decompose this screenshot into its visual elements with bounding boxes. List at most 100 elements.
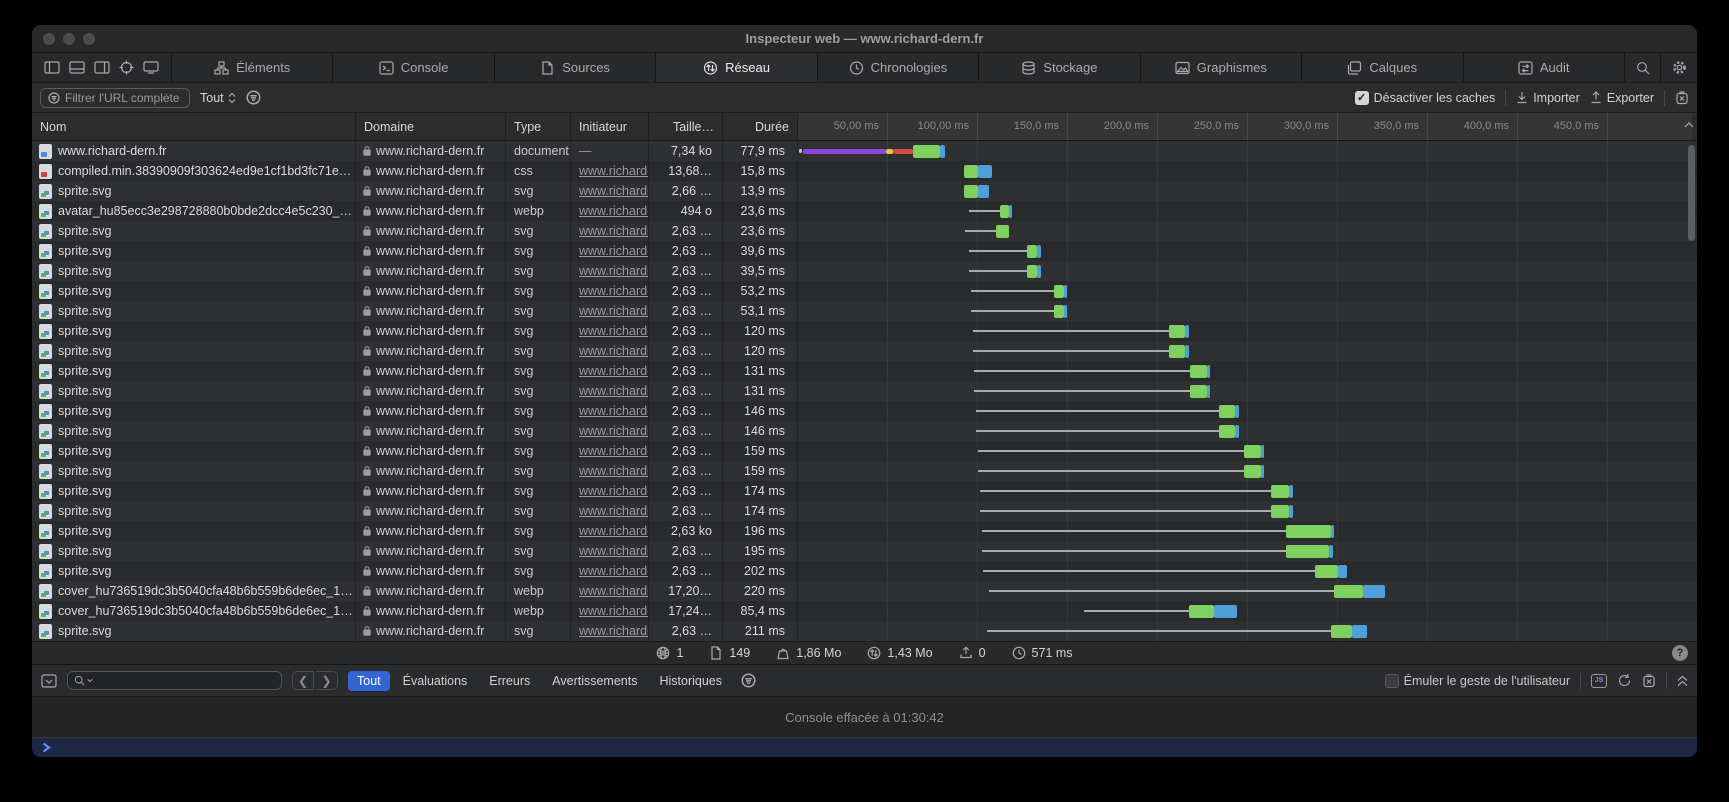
console-search-input[interactable] — [67, 671, 282, 690]
console-dock-icon[interactable] — [41, 673, 57, 688]
minimize-window-button[interactable] — [63, 33, 75, 45]
network-request-row[interactable]: sprite.svg www.richard-dern.fr svg www.r… — [32, 541, 1697, 561]
request-initiator[interactable]: www.richard-d… — [579, 564, 648, 578]
network-request-row[interactable]: cover_hu736519dc3b5040cfa48b6b559b6de6ec… — [32, 601, 1697, 621]
column-header-initiator[interactable]: Initiateur — [571, 113, 649, 140]
console-scope-avertissements[interactable]: Avertissements — [552, 673, 638, 688]
console-scope-tout[interactable]: Tout — [348, 670, 390, 691]
request-initiator[interactable]: www.richard-d… — [579, 424, 648, 438]
next-result-button[interactable]: ❯ — [316, 671, 338, 690]
network-request-row[interactable]: www.richard-dern.fr www.richard-dern.fr … — [32, 141, 1697, 161]
resource-scope-select[interactable]: Tout — [200, 91, 236, 105]
zoom-window-button[interactable] — [83, 33, 95, 45]
tab-audit[interactable]: Audit — [1464, 53, 1625, 82]
tab-console[interactable]: Console — [333, 53, 495, 82]
network-request-row[interactable]: sprite.svg www.richard-dern.fr svg www.r… — [32, 621, 1697, 641]
tab-elements[interactable]: Éléments — [172, 53, 334, 82]
network-request-row[interactable]: sprite.svg www.richard-dern.fr svg www.r… — [32, 381, 1697, 401]
request-initiator[interactable]: www.richard-d… — [579, 204, 648, 218]
request-initiator[interactable]: www.richard-d… — [579, 324, 648, 338]
emulate-user-gesture-toggle[interactable]: Émuler le geste de l'utilisateur — [1384, 673, 1570, 688]
request-initiator[interactable]: www.richard-d… — [579, 384, 648, 398]
network-request-row[interactable]: sprite.svg www.richard-dern.fr svg www.r… — [32, 281, 1697, 301]
network-request-row[interactable]: sprite.svg www.richard-dern.fr svg www.r… — [32, 501, 1697, 521]
request-initiator[interactable]: www.richard-d… — [579, 244, 648, 258]
previous-result-button[interactable]: ❮ — [292, 671, 314, 690]
export-button[interactable]: Exporter — [1590, 91, 1654, 105]
clear-console-trash-icon[interactable] — [1642, 673, 1656, 688]
network-request-row[interactable]: sprite.svg www.richard-dern.fr svg www.r… — [32, 341, 1697, 361]
reload-icon[interactable] — [1617, 673, 1632, 688]
request-initiator[interactable]: www.richard-d… — [579, 584, 648, 598]
request-initiator[interactable]: www.richard-d… — [579, 164, 648, 178]
settings-button[interactable] — [1661, 53, 1697, 82]
request-initiator[interactable]: www.richard-d… — [579, 504, 648, 518]
network-request-row[interactable]: sprite.svg www.richard-dern.fr svg www.r… — [32, 461, 1697, 481]
dock-right-icon[interactable] — [94, 61, 110, 74]
network-request-row[interactable]: sprite.svg www.richard-dern.fr svg www.r… — [32, 181, 1697, 201]
network-request-row[interactable]: sprite.svg www.richard-dern.fr svg www.r… — [32, 261, 1697, 281]
request-initiator[interactable]: www.richard-d… — [579, 524, 648, 538]
column-header-name[interactable]: Nom — [32, 113, 356, 140]
request-initiator[interactable]: www.richard-d… — [579, 224, 648, 238]
request-initiator[interactable]: www.richard-d… — [579, 464, 648, 478]
url-filter-input[interactable]: Filtrer l'URL complète — [40, 87, 190, 108]
disable-caches-toggle[interactable]: ✓ Désactiver les caches — [1354, 90, 1495, 105]
request-initiator[interactable]: www.richard-d… — [579, 484, 648, 498]
network-request-row[interactable]: sprite.svg www.richard-dern.fr svg www.r… — [32, 421, 1697, 441]
tab-sources[interactable]: Sources — [495, 53, 657, 82]
column-header-domain[interactable]: Domaine — [356, 113, 506, 140]
request-initiator[interactable]: www.richard-d… — [579, 264, 648, 278]
expand-console-chevrons-icon[interactable] — [1677, 675, 1688, 687]
javascript-context-icon[interactable]: JS — [1591, 673, 1607, 688]
network-request-row[interactable]: sprite.svg www.richard-dern.fr svg www.r… — [32, 221, 1697, 241]
network-request-row[interactable]: sprite.svg www.richard-dern.fr svg www.r… — [32, 441, 1697, 461]
console-prompt[interactable] — [32, 738, 1697, 757]
request-initiator[interactable]: www.richard-d… — [579, 624, 648, 638]
emulate-user-gesture-checkbox[interactable] — [1384, 673, 1399, 688]
network-request-row[interactable]: sprite.svg www.richard-dern.fr svg www.r… — [32, 321, 1697, 341]
request-initiator[interactable]: www.richard-d… — [579, 344, 648, 358]
network-request-row[interactable]: sprite.svg www.richard-dern.fr svg www.r… — [32, 361, 1697, 381]
tab-reseau[interactable]: Réseau — [656, 53, 818, 82]
tab-graphismes[interactable]: Graphismes — [1141, 53, 1303, 82]
dock-bottom-icon[interactable] — [69, 61, 85, 74]
device-icon[interactable] — [143, 61, 159, 74]
scrollbar-thumb[interactable] — [1688, 145, 1695, 241]
request-initiator[interactable]: www.richard-d… — [579, 404, 648, 418]
dock-left-icon[interactable] — [44, 61, 60, 74]
network-request-row[interactable]: sprite.svg www.richard-dern.fr svg www.r… — [32, 521, 1697, 541]
console-scope-historiques[interactable]: Historiques — [659, 673, 722, 688]
network-request-row[interactable]: compiled.min.38390909f303624ed9e1cf1bd3f… — [32, 161, 1697, 181]
close-window-button[interactable] — [43, 33, 55, 45]
tab-stockage[interactable]: Stockage — [979, 53, 1141, 82]
network-request-row[interactable]: avatar_hu85ecc3e298728880b0bde2dcc4e5c23… — [32, 201, 1697, 221]
request-initiator[interactable]: www.richard-d… — [579, 304, 648, 318]
tab-chronologies[interactable]: Chronologies — [818, 53, 980, 82]
request-initiator[interactable]: www.richard-d… — [579, 544, 648, 558]
column-header-size[interactable]: Taille… — [649, 113, 723, 140]
request-initiator[interactable]: www.richard-d… — [579, 444, 648, 458]
clear-network-trash-icon[interactable] — [1675, 90, 1689, 105]
search-button[interactable] — [1625, 53, 1661, 82]
console-scope-evaluations[interactable]: Évaluations — [402, 673, 468, 688]
console-filter-menu-icon[interactable] — [741, 673, 756, 688]
request-initiator[interactable]: www.richard-d… — [579, 364, 648, 378]
tab-calques[interactable]: Calques — [1302, 53, 1464, 82]
network-request-row[interactable]: cover_hu736519dc3b5040cfa48b6b559b6de6ec… — [32, 581, 1697, 601]
network-request-row[interactable]: sprite.svg www.richard-dern.fr svg www.r… — [32, 481, 1697, 501]
network-request-row[interactable]: sprite.svg www.richard-dern.fr svg www.r… — [32, 241, 1697, 261]
help-button[interactable]: ? — [1672, 645, 1688, 661]
network-request-row[interactable]: sprite.svg www.richard-dern.fr svg www.r… — [32, 561, 1697, 581]
request-initiator[interactable]: www.richard-d… — [579, 184, 648, 198]
request-initiator[interactable]: www.richard-d… — [579, 604, 648, 618]
filter-menu-icon[interactable] — [246, 90, 261, 105]
import-button[interactable]: Importer — [1516, 91, 1580, 105]
disable-caches-checkbox[interactable]: ✓ — [1354, 90, 1369, 105]
request-initiator[interactable]: www.richard-d… — [579, 284, 648, 298]
console-scope-erreurs[interactable]: Erreurs — [489, 673, 531, 688]
network-request-row[interactable]: sprite.svg www.richard-dern.fr svg www.r… — [32, 401, 1697, 421]
column-header-duration[interactable]: Durée — [723, 113, 798, 140]
element-picker-icon[interactable] — [119, 60, 134, 75]
column-header-type[interactable]: Type — [506, 113, 571, 140]
